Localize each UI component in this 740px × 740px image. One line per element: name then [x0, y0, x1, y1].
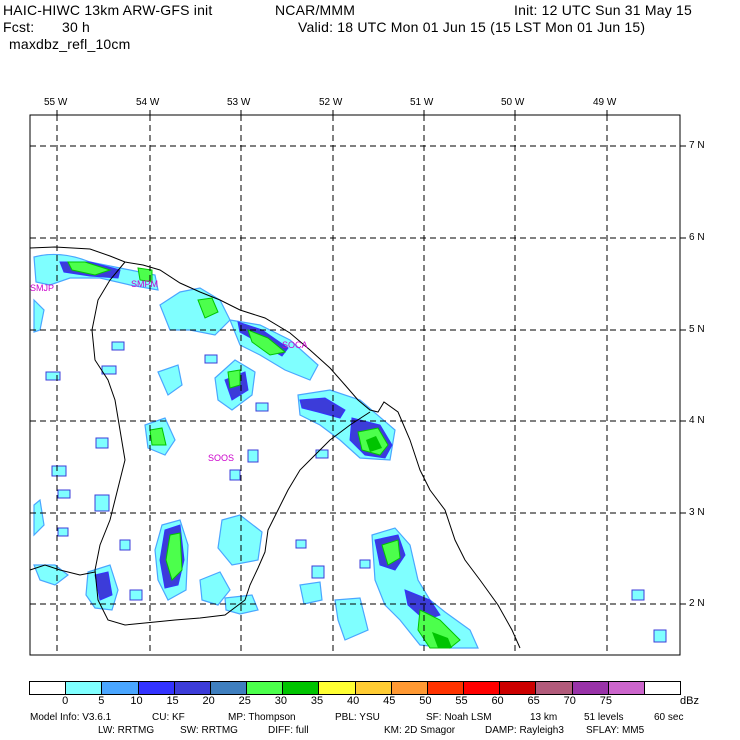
colorbar-swatch [65, 682, 102, 694]
field-name: maxdbz_refl_10cm [9, 36, 131, 52]
footer-resolution: 13 km [530, 712, 558, 723]
colorbar-tick-label: 20 [202, 695, 215, 707]
colorbar-swatch [643, 682, 681, 694]
colorbar-tick-label: 40 [347, 695, 360, 707]
footer-mp: MP: Thompson [228, 712, 296, 723]
lon-label: 52 W [319, 97, 343, 108]
lat-label: 5 N [689, 324, 705, 335]
colorbar-swatch [499, 682, 536, 694]
lat-label: 6 N [689, 232, 705, 243]
footer-lw: LW: RRTMG [98, 725, 155, 736]
footer-sflay: SFLAY: MM5 [586, 725, 645, 736]
lon-label: 50 W [501, 97, 525, 108]
colorbar-swatch [282, 682, 319, 694]
station-label: SOOS [208, 453, 235, 463]
colorbar-swatch [246, 682, 283, 694]
colorbar-swatch [137, 682, 174, 694]
footer-sw: SW: RRTMG [180, 725, 238, 736]
lon-label: 55 W [44, 97, 68, 108]
forecast-hour: 30 h [62, 19, 91, 35]
model-title: HAIC-HIWC 13km ARW-GFS init [3, 2, 213, 18]
colorbar-ticks: 0 5 10 15 20 25 30 35 40 45 50 55 60 65 70 75 [0, 695, 740, 709]
colorbar-swatch [535, 682, 572, 694]
org-label: NCAR/MMM [275, 2, 356, 18]
reflectivity-field [33, 253, 667, 649]
lat-label: 2 N [689, 598, 705, 609]
colorbar-swatch [390, 682, 427, 694]
colorbar-swatch [209, 682, 247, 694]
lat-label: 3 N [689, 507, 705, 518]
colorbar-swatch [571, 682, 608, 694]
colorbar-unit: dBz [680, 695, 699, 707]
colorbar-tick-label: 35 [310, 695, 324, 707]
lat-label: 7 N [689, 140, 705, 151]
colorbar-tick-label: 65 [527, 695, 540, 707]
colorbar-tick-label: 30 [274, 695, 288, 707]
footer-sf: SF: Noah LSM [426, 712, 492, 723]
colorbar-tick-label: 10 [130, 695, 143, 707]
colorbar-tick-label: 5 [98, 695, 105, 707]
colorbar-swatch [173, 682, 210, 694]
colorbar-tick-label: 45 [383, 695, 396, 707]
footer-diff: DIFF: full [268, 725, 309, 736]
lon-label: 51 W [410, 97, 434, 108]
lat-lon-grid [30, 115, 680, 655]
footer-pbl: PBL: YSU [335, 712, 380, 723]
station-label: SMJP [30, 283, 55, 293]
station-label: SMPM [131, 279, 158, 289]
colorbar-tick-label: 70 [563, 695, 576, 707]
colorbar [29, 681, 681, 695]
station-label: SOCA [282, 340, 308, 350]
footer-model-info: Model Info: V3.6.1 [30, 712, 112, 723]
axis-ticks [56, 110, 686, 605]
colorbar-tick-label: 60 [491, 695, 504, 707]
colorbar-swatch [30, 682, 66, 694]
colorbar-tick-label: 75 [599, 695, 613, 707]
map-frame [29, 114, 681, 656]
colorbar-tick-label: 15 [166, 695, 179, 707]
colorbar-tick-label: 0 [62, 695, 69, 707]
colorbar-swatch [607, 682, 644, 694]
lon-label: 54 W [136, 97, 160, 108]
footer-damp: DAMP: Rayleigh3 [485, 725, 564, 736]
colorbar-swatch [101, 682, 138, 694]
footer-km: KM: 2D Smagor [384, 725, 456, 736]
lat-label: 4 N [689, 415, 705, 426]
init-time: Init: 12 UTC Sun 31 May 15 [514, 2, 692, 18]
colorbar-swatch [463, 682, 500, 694]
coastline [29, 246, 521, 649]
footer-timestep: 60 sec [654, 712, 684, 723]
footer-levels: 51 levels [584, 712, 624, 723]
footer-cu: CU: KF [152, 712, 185, 723]
colorbar-swatch [426, 682, 464, 694]
colorbar-tick-label: 25 [238, 695, 251, 707]
valid-time: Valid: 18 UTC Mon 01 Jun 15 (15 LST Mon … [298, 19, 646, 35]
colorbar-swatch [354, 682, 391, 694]
lon-label: 53 W [227, 97, 251, 108]
colorbar-tick-label: 55 [455, 695, 468, 707]
lon-label: 49 W [593, 97, 617, 108]
colorbar-tick-label: 50 [419, 695, 432, 707]
colorbar-swatch [318, 682, 355, 694]
forecast-label: Fcst: [3, 19, 35, 35]
